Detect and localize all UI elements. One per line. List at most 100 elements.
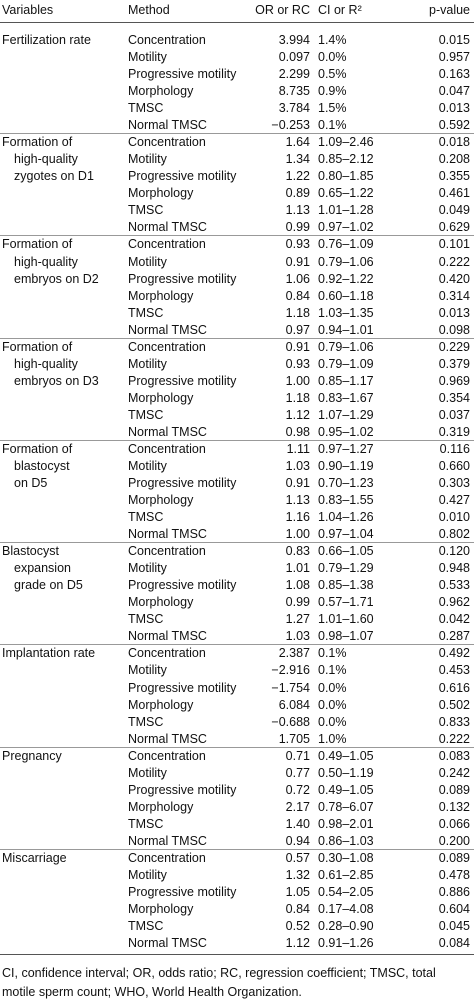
or-rc: −1.754 (271, 680, 310, 695)
ci-r2: 1.04–1.26 (318, 510, 374, 525)
ci-r2: 0.9% (318, 84, 347, 99)
method: Morphology (128, 390, 194, 405)
ci-r2: 1.03–1.35 (318, 305, 374, 320)
footnote: CI, confidence interval; OR, odds ratio;… (2, 966, 436, 999)
ci-r2: 1.5% (318, 101, 347, 116)
variable-label: blastocyst (14, 459, 70, 473)
ci-r2: 0.95–1.02 (318, 424, 374, 439)
or-rc: 1.34 (285, 152, 310, 167)
p-value: 0.049 (438, 203, 470, 218)
ci-r2: 0.97–1.04 (318, 527, 374, 542)
group-rule (0, 439, 474, 441)
p-value: 0.084 (438, 936, 470, 951)
or-rc: −0.688 (271, 714, 310, 729)
method: TMSC (128, 407, 164, 422)
ci-r2: 0.76–1.09 (318, 237, 374, 252)
p-value: 0.047 (438, 84, 470, 99)
ci-r2: 0.97–1.02 (318, 220, 374, 235)
or-rc: −2.916 (271, 663, 310, 678)
p-value: 0.957 (438, 50, 470, 65)
variable-label: Miscarriage (2, 850, 67, 865)
or-rc: 0.71 (285, 748, 310, 763)
or-rc: 3.784 (278, 101, 310, 116)
or-rc: 1.27 (285, 612, 310, 627)
ci-r2: 0.90–1.19 (318, 459, 374, 473)
or-rc: 0.99 (285, 220, 310, 235)
method: Motility (128, 50, 167, 65)
group-rule (0, 133, 474, 135)
or-rc: 0.99 (285, 595, 310, 610)
group-rule (0, 644, 474, 646)
or-rc: 1.22 (285, 169, 310, 184)
or-rc: 0.83 (285, 544, 310, 559)
method: Motility (128, 459, 167, 473)
or-rc: 0.91 (285, 339, 310, 354)
variable-label: expansion (14, 561, 71, 576)
method: Morphology (128, 186, 194, 201)
or-rc: 0.097 (278, 50, 310, 65)
ci-r2: 0.85–2.12 (318, 152, 374, 167)
method: Morphology (128, 84, 194, 99)
ci-r2: 0.0% (318, 714, 347, 729)
method: TMSC (128, 612, 164, 627)
method: Morphology (128, 595, 194, 610)
or-rc: 2.299 (278, 67, 310, 82)
p-value: 0.116 (439, 441, 470, 456)
ci-r2: 0.60–1.18 (318, 288, 374, 303)
p-value: 0.010 (438, 510, 470, 525)
or-rc: 1.03 (285, 459, 310, 473)
method: Morphology (128, 288, 194, 303)
group-rule (0, 542, 474, 544)
p-value: 0.132 (438, 799, 470, 814)
or-rc: 1.13 (285, 493, 310, 508)
method: Concentration (128, 646, 206, 661)
method: Concentration (128, 748, 206, 763)
method: Motility (128, 561, 167, 576)
or-rc: 8.735 (278, 84, 310, 99)
ci-r2: 1.01–1.28 (318, 203, 374, 218)
ci-r2: 0.17–4.08 (318, 902, 374, 917)
or-rc: 0.72 (285, 782, 310, 797)
or-rc: 2.17 (285, 799, 310, 814)
ci-r2: 0.50–1.19 (318, 765, 374, 780)
method: Progressive motility (128, 680, 237, 695)
p-value: 0.287 (438, 629, 470, 644)
p-value: 0.222 (438, 254, 470, 269)
p-value: 0.066 (438, 816, 470, 831)
ci-r2: 0.98–1.07 (318, 629, 374, 644)
ci-r2: 0.70–1.23 (318, 476, 374, 491)
or-rc: 1.12 (285, 407, 310, 422)
ci-r2: 0.85–1.17 (318, 373, 374, 388)
or-rc: 0.97 (285, 322, 310, 337)
p-value: 0.453 (438, 663, 470, 678)
method: Morphology (128, 799, 194, 814)
variable-label: Fertilization rate (2, 33, 91, 47)
p-value: 0.660 (438, 459, 470, 473)
method: Concentration (128, 850, 206, 865)
p-value: 0.478 (438, 867, 470, 882)
or-rc: 0.84 (285, 288, 310, 303)
ci-r2: 0.5% (318, 67, 347, 82)
p-value: 0.222 (438, 731, 470, 746)
method: Normal TMSC (128, 629, 207, 644)
method: Normal TMSC (128, 424, 207, 439)
method: Progressive motility (128, 169, 237, 184)
p-value: 0.042 (438, 612, 470, 627)
or-rc: 0.84 (285, 902, 310, 917)
method: Concentration (128, 237, 206, 252)
p-value: 0.420 (438, 271, 470, 286)
p-value: 0.604 (438, 902, 470, 917)
method: TMSC (128, 714, 164, 729)
ci-r2: 1.09–2.46 (318, 135, 374, 150)
ci-r2: 0.92–1.22 (318, 271, 374, 286)
p-value: 0.303 (438, 476, 470, 491)
variable-label: high-quality (14, 356, 78, 371)
ci-r2: 0.80–1.85 (318, 169, 374, 184)
ci-r2: 0.91–1.26 (318, 936, 374, 951)
ci-r2: 0.86–1.03 (318, 833, 374, 848)
ci-r2: 0.0% (318, 50, 347, 65)
ci-r2: 1.4% (318, 33, 347, 47)
variable-label: high-quality (14, 254, 78, 269)
p-value: 0.592 (438, 118, 470, 133)
method: Motility (128, 254, 167, 269)
